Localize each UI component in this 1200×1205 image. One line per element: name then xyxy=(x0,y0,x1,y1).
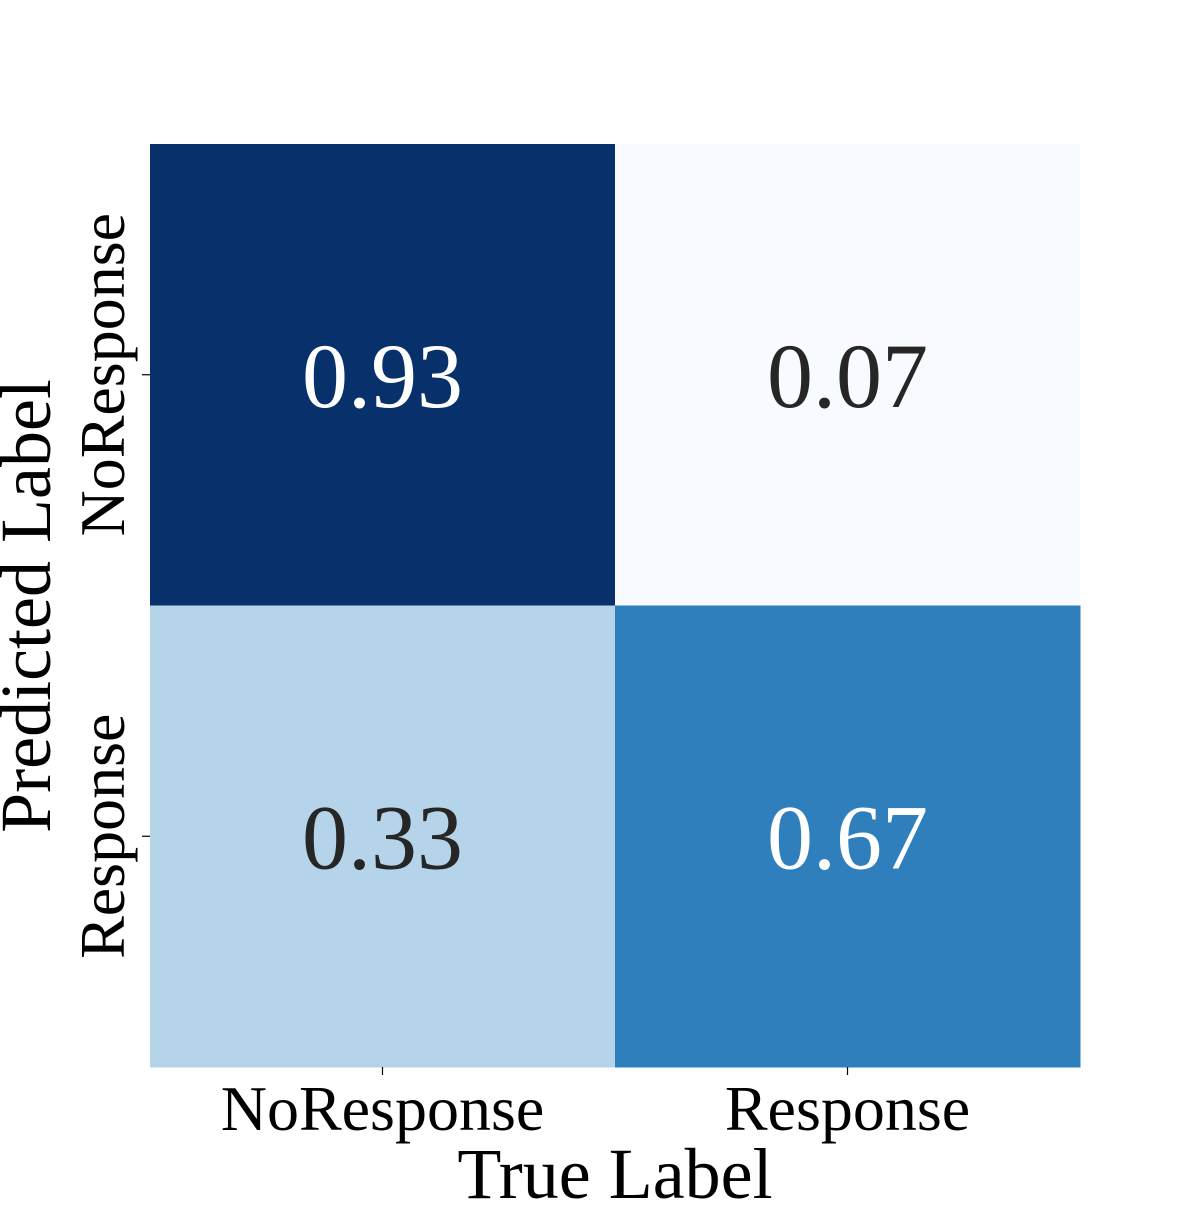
y-tick-label: NoResponse xyxy=(67,213,138,537)
x-axis-ticks: NoResponse Response xyxy=(221,1067,970,1144)
x-axis-label: True Label xyxy=(457,1134,772,1200)
y-axis-ticks: NoResponse Response xyxy=(67,213,150,959)
heatmap-cells xyxy=(150,144,1081,1068)
heatmap-cell-Response-NoResponse xyxy=(150,605,616,1068)
cell-value-label: 0.93 xyxy=(302,325,463,427)
y-axis-label: Predicted Label xyxy=(0,379,66,833)
cell-value-label: 0.33 xyxy=(302,786,463,888)
y-tick-label: Response xyxy=(67,714,138,959)
x-tick-label: Response xyxy=(725,1073,970,1144)
cell-value-labels: 0.93 0.07 0.33 0.67 xyxy=(302,325,928,889)
heatmap-cell-NoResponse-Response xyxy=(615,144,1081,606)
heatmap-cell-Response-Response xyxy=(615,605,1081,1068)
cell-value-label: 0.67 xyxy=(767,786,928,888)
heatmap-cell-NoResponse-NoResponse xyxy=(150,144,616,606)
x-tick-label: NoResponse xyxy=(221,1073,545,1144)
cell-value-label: 0.07 xyxy=(767,325,928,427)
